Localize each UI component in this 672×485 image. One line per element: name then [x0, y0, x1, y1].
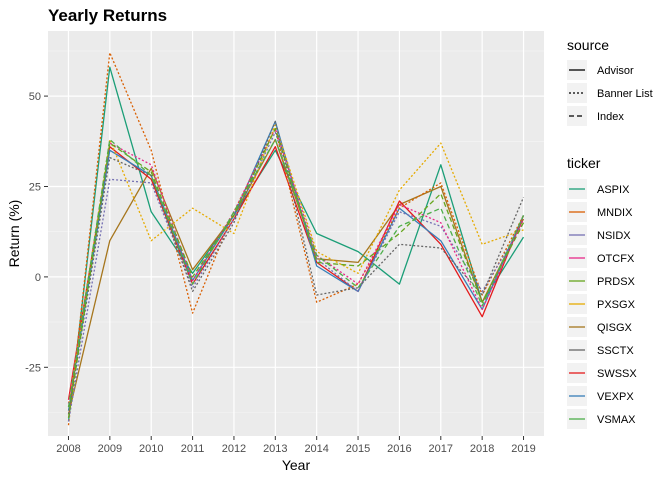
legend-source-title: source [567, 37, 609, 53]
plot-panel [48, 31, 544, 436]
series-line-pxsgx [67, 124, 524, 408]
x-tick-label: 2008 [56, 443, 80, 455]
x-axis: 2008 2009 2010 2011 2012 2013 2014 2015 2016 2017… [56, 436, 536, 455]
series-line-qisgx [67, 138, 525, 415]
x-tick-label: 2016 [387, 443, 411, 455]
y-tick-label: -25 [25, 362, 41, 374]
x-tick-label: 2017 [429, 443, 453, 455]
legend-ticker-label: NSIDX [597, 230, 631, 242]
x-tick-label: 2019 [511, 443, 535, 455]
legend-ticker-label: VEXPX [597, 391, 634, 403]
x-tick-label: 2014 [304, 443, 328, 455]
legend-ticker-label: MNDIX [597, 207, 633, 219]
y-tick-label: 50 [29, 91, 41, 103]
series-line-swssx [67, 146, 525, 400]
x-tick-label: 2010 [139, 443, 163, 455]
series-line-ssctx [67, 120, 525, 415]
x-tick-label: 2011 [181, 443, 205, 455]
series-lines [67, 52, 525, 426]
x-tick-label: 2009 [98, 443, 122, 455]
x-tick-label: 2018 [470, 443, 494, 455]
legend-ticker-label: VSMAX [597, 414, 636, 426]
legend-ticker-label: OTCFX [597, 253, 635, 265]
series-line-mndix [67, 52, 525, 426]
legend-ticker-title: ticker [567, 155, 601, 171]
series-line-vsmax [67, 138, 525, 408]
y-axis-label: Return (%) [6, 200, 22, 268]
legend-source-label: Index [597, 111, 624, 123]
legend-source-label: Banner List [597, 88, 653, 100]
y-tick-label: 0 [35, 272, 41, 284]
legend-source: source Advisor Banner List Index [567, 37, 653, 126]
legend-ticker-label: PXSGX [597, 299, 636, 311]
legend-ticker-label: SWSSX [597, 368, 637, 380]
x-tick-label: 2015 [346, 443, 370, 455]
x-tick-label: 2012 [222, 443, 246, 455]
y-axis: -25 0 25 50 [25, 91, 48, 374]
x-tick-label: 2013 [263, 443, 287, 455]
y-tick-label: 25 [29, 181, 41, 193]
chart-title: Yearly Returns [48, 6, 167, 25]
legend-ticker-label: QISGX [597, 322, 633, 334]
x-axis-label: Year [282, 457, 311, 473]
legend-ticker: ticker ASPIX MNDIX NSIDX OTCFX PRDSX PXSGX QIS… [567, 155, 637, 429]
legend-ticker-label: SSCTX [597, 345, 634, 357]
legend-ticker-label: ASPIX [597, 184, 630, 196]
legend-source-label: Advisor [597, 65, 634, 77]
series-line-otcfx [67, 127, 525, 404]
legend-ticker-label: PRDSX [597, 276, 636, 288]
